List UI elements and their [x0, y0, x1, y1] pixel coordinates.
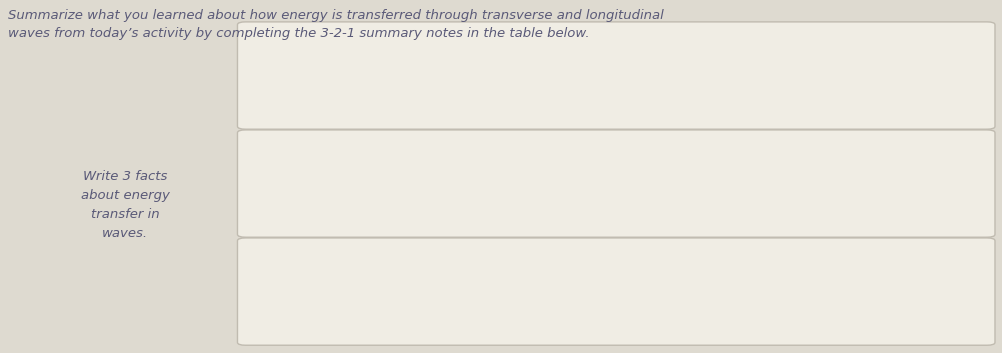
FancyBboxPatch shape [237, 238, 995, 345]
FancyBboxPatch shape [237, 130, 995, 237]
Text: Summarize what you learned about how energy is transferred through transverse an: Summarize what you learned about how ene… [8, 9, 663, 40]
FancyBboxPatch shape [237, 22, 995, 129]
Text: Write 3 facts
about energy
transfer in
waves.: Write 3 facts about energy transfer in w… [81, 170, 169, 240]
